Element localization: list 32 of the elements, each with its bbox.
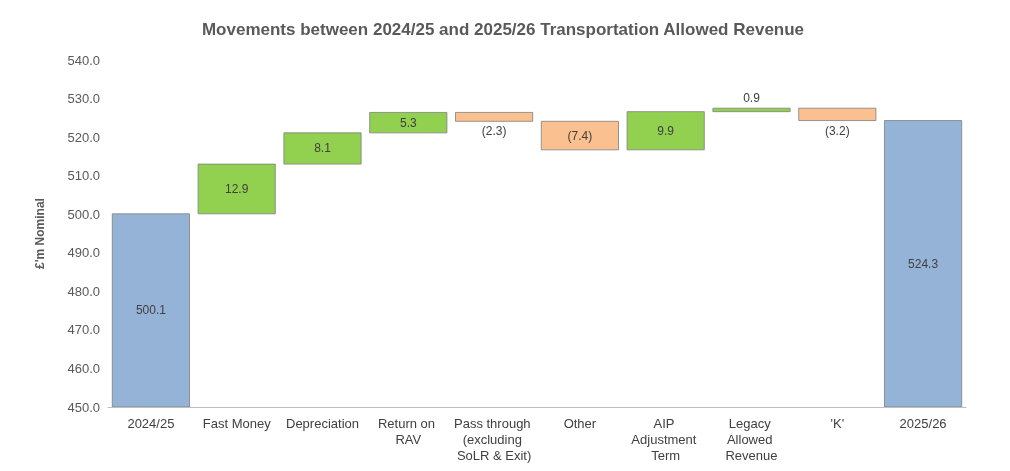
- y-tick-label: 530.0: [67, 91, 100, 107]
- x-tick-label: 'K': [830, 415, 845, 431]
- x-tick-label: Other: [563, 415, 597, 431]
- x-tick-label: 2024/25: [127, 415, 175, 431]
- y-tick-label: 500.0: [67, 206, 100, 222]
- data-label: 12.9: [225, 181, 249, 196]
- y-tick-label: 510.0: [67, 168, 100, 184]
- data-label: 524.3: [908, 256, 939, 271]
- y-tick-label: 460.0: [67, 360, 100, 376]
- y-tick-label: 470.0: [67, 322, 100, 338]
- x-tick-label: AIP Adjustment Term: [631, 415, 701, 463]
- data-label: 0.9: [743, 91, 761, 106]
- y-tick-label: 490.0: [67, 245, 100, 261]
- x-tick-label: Legacy Allowed Revenue: [725, 415, 778, 463]
- y-tick-label: 540.0: [67, 52, 100, 68]
- data-label: 5.3: [399, 115, 417, 130]
- y-tick-label: 450.0: [67, 399, 100, 415]
- x-tick-label: Depreciation: [286, 415, 359, 431]
- chart-title: Movements between 2024/25 and 2025/26 Transportation Allowed Revenue: [201, 20, 805, 39]
- data-label: (3.2): [824, 123, 850, 138]
- x-tick-label: Return on RAV: [377, 415, 439, 447]
- data-label: 8.1: [314, 141, 332, 156]
- x-tick-label: 2025/26: [899, 415, 947, 431]
- data-label: 9.9: [657, 123, 675, 138]
- y-axis-title: £'m Nominal: [33, 198, 47, 269]
- data-label: 500.1: [135, 303, 167, 318]
- y-tick-label: 520.0: [67, 129, 100, 145]
- y-tick-label: 480.0: [67, 283, 100, 299]
- x-tick-label: Fast Money: [202, 415, 272, 431]
- x-tick-label: Pass through (excluding SoLR & Exit): [453, 415, 535, 463]
- data-label: (7.4): [567, 128, 593, 143]
- data-label: (2.3): [481, 124, 507, 139]
